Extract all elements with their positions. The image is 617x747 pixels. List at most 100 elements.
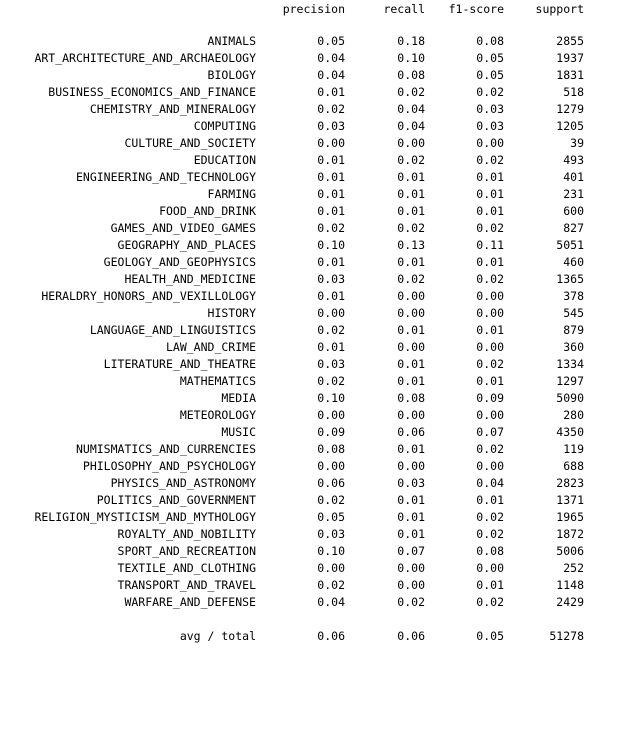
precision-value: 0.02 — [317, 578, 345, 592]
support-value: 2429 — [556, 595, 584, 609]
precision-value: 0.01 — [317, 153, 345, 167]
f1-score-value: 0.07 — [476, 425, 504, 439]
support-value: 545 — [563, 306, 584, 320]
table-row: FOOD_AND_DRINK 0.01 0.01 0.01 600 — [0, 203, 617, 220]
row-label: HISTORY — [207, 306, 256, 320]
row-label: ANIMALS — [207, 34, 256, 48]
table-row: LAW_AND_CRIME 0.01 0.00 0.00 360 — [0, 339, 617, 356]
recall-value: 0.13 — [397, 238, 425, 252]
support-value: 360 — [563, 340, 584, 354]
f1-score-value: 0.02 — [476, 272, 504, 286]
row-label: PHILOSOPHY_AND_PSYCHOLOGY — [82, 459, 256, 473]
precision-value: 0.10 — [317, 391, 345, 405]
recall-value: 0.01 — [397, 357, 425, 371]
precision-value: 0.01 — [317, 204, 345, 218]
row-label: WARFARE_AND_DEFENSE — [124, 595, 256, 609]
row-label: FARMING — [207, 187, 256, 201]
recall-value: 0.01 — [397, 187, 425, 201]
precision-value: 0.10 — [317, 238, 345, 252]
precision-value: 0.05 — [317, 510, 345, 524]
recall-value: 0.08 — [397, 391, 425, 405]
row-label: POLITICS_AND_GOVERNMENT — [96, 493, 256, 507]
table-row: SPORT_AND_RECREATION 0.10 0.07 0.08 5006 — [0, 543, 617, 560]
recall-value: 0.01 — [397, 510, 425, 524]
f1-score-value: 0.05 — [476, 629, 504, 643]
support-value: 518 — [563, 85, 584, 99]
table-row: ROYALTY_AND_NOBILITY 0.03 0.01 0.02 1872 — [0, 526, 617, 543]
table-row: ANIMALS 0.05 0.18 0.08 2855 — [0, 33, 617, 50]
classification-report: precision recall f1-score support ANIMAL… — [0, 1, 617, 643]
recall-value: 0.06 — [397, 425, 425, 439]
support-value: 2823 — [556, 476, 584, 490]
recall-value: 0.02 — [397, 595, 425, 609]
row-label: ART_ARCHITECTURE_AND_ARCHAEOLOGY — [34, 51, 256, 65]
row-label: GAMES_AND_VIDEO_GAMES — [110, 221, 256, 235]
table-row: GEOLOGY_AND_GEOPHYSICS 0.01 0.01 0.01 460 — [0, 254, 617, 271]
recall-value: 0.01 — [397, 493, 425, 507]
recall-value: 0.01 — [397, 255, 425, 269]
recall-value: 0.02 — [397, 85, 425, 99]
precision-value: 0.03 — [317, 357, 345, 371]
f1-score-value: 0.01 — [476, 374, 504, 388]
precision-value: 0.09 — [317, 425, 345, 439]
f1-score-value: 0.02 — [476, 595, 504, 609]
table-row: BUSINESS_ECONOMICS_AND_FINANCE 0.01 0.02 0.… — [0, 84, 617, 101]
row-label: LANGUAGE_AND_LINGUISTICS — [89, 323, 256, 337]
recall-value: 0.00 — [397, 561, 425, 575]
table-row: TEXTILE_AND_CLOTHING 0.00 0.00 0.00 252 — [0, 560, 617, 577]
table-row: HEALTH_AND_MEDICINE 0.03 0.02 0.02 1365 — [0, 271, 617, 288]
row-label: SPORT_AND_RECREATION — [117, 544, 256, 558]
row-label: TRANSPORT_AND_TRAVEL — [117, 578, 256, 592]
precision-value: 0.04 — [317, 51, 345, 65]
row-label: TEXTILE_AND_CLOTHING — [117, 561, 256, 575]
precision-value: 0.00 — [317, 561, 345, 575]
support-value: 1937 — [556, 51, 584, 65]
f1-score-value: 0.04 — [476, 476, 504, 490]
table-row: GAMES_AND_VIDEO_GAMES 0.02 0.02 0.02 827 — [0, 220, 617, 237]
f1-score-value: 0.02 — [476, 153, 504, 167]
support-value: 827 — [563, 221, 584, 235]
row-label: GEOLOGY_AND_GEOPHYSICS — [103, 255, 256, 269]
recall-header: recall — [383, 2, 425, 16]
precision-value: 0.06 — [317, 476, 345, 490]
support-value: 5051 — [556, 238, 584, 252]
recall-value: 0.18 — [397, 34, 425, 48]
spacer — [0, 17, 617, 33]
table-row: EDUCATION 0.01 0.02 0.02 493 — [0, 152, 617, 169]
support-value: 1297 — [556, 374, 584, 388]
recall-value: 0.00 — [397, 289, 425, 303]
support-value: 879 — [563, 323, 584, 337]
support-value: 1831 — [556, 68, 584, 82]
precision-value: 0.02 — [317, 323, 345, 337]
table-row: TRANSPORT_AND_TRAVEL 0.02 0.00 0.01 1148 — [0, 577, 617, 594]
f1-score-value: 0.11 — [476, 238, 504, 252]
f1-score-value: 0.08 — [476, 544, 504, 558]
f1-score-value: 0.01 — [476, 578, 504, 592]
support-value: 1965 — [556, 510, 584, 524]
recall-value: 0.01 — [397, 527, 425, 541]
table-row: FARMING 0.01 0.01 0.01 231 — [0, 186, 617, 203]
table-row: ART_ARCHITECTURE_AND_ARCHAEOLOGY 0.04 0.10… — [0, 50, 617, 67]
recall-value: 0.00 — [397, 136, 425, 150]
support-value: 378 — [563, 289, 584, 303]
recall-value: 0.00 — [397, 408, 425, 422]
spacer — [0, 611, 617, 628]
table-row: MEDIA 0.10 0.08 0.09 5090 — [0, 390, 617, 407]
recall-value: 0.01 — [397, 323, 425, 337]
recall-value: 0.04 — [397, 102, 425, 116]
row-label: NUMISMATICS_AND_CURRENCIES — [75, 442, 256, 456]
row-label: GEOGRAPHY_AND_PLACES — [117, 238, 256, 252]
table-row: COMPUTING 0.03 0.04 0.03 1205 — [0, 118, 617, 135]
table-row: PHYSICS_AND_ASTRONOMY 0.06 0.03 0.04 2823 — [0, 475, 617, 492]
header-row: precision recall f1-score support — [0, 1, 617, 18]
precision-value: 0.05 — [317, 34, 345, 48]
recall-value: 0.06 — [397, 629, 425, 643]
precision-value: 0.01 — [317, 187, 345, 201]
support-value: 1279 — [556, 102, 584, 116]
precision-value: 0.04 — [317, 68, 345, 82]
precision-value: 0.01 — [317, 170, 345, 184]
row-label: PHYSICS_AND_ASTRONOMY — [110, 476, 256, 490]
f1-score-value: 0.01 — [476, 493, 504, 507]
support-value: 51278 — [549, 629, 584, 643]
table-row: ENGINEERING_AND_TECHNOLOGY 0.01 0.01 0.01 40… — [0, 169, 617, 186]
